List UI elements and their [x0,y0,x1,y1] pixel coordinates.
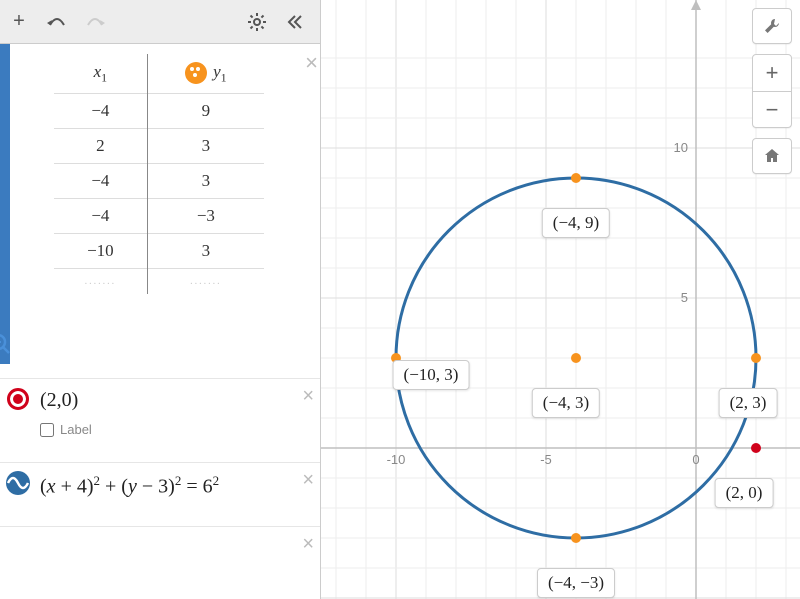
home-button[interactable] [752,138,792,174]
table-row[interactable]: −43 [54,164,264,199]
undo-button[interactable] [38,0,76,44]
cell-x[interactable]: −4 [54,199,147,234]
zoom-fit-button[interactable] [0,332,12,362]
cell-y[interactable]: 3 [147,129,264,164]
point-label[interactable]: (−10, 3) [393,360,470,390]
table-row-empty[interactable]: .............. [54,269,264,295]
gear-icon [247,12,267,32]
graph-settings-button[interactable] [752,8,792,44]
redo-button [76,0,114,44]
point-label[interactable]: (−4, 3) [532,388,600,418]
svg-text:10: 10 [674,140,688,155]
zoom-out-button[interactable]: − [753,91,791,127]
delete-equation-button[interactable]: × [302,469,314,492]
label-option[interactable]: Label [40,422,320,449]
point-label[interactable]: (2, 3) [719,388,778,418]
table-header-y[interactable]: y1 [147,54,264,94]
delete-point-button[interactable]: × [302,385,314,408]
svg-text:0: 0 [692,452,699,467]
table-row[interactable]: −103 [54,234,264,269]
collapse-panel-button[interactable] [276,0,314,44]
undo-icon [47,15,67,29]
graph-panel[interactable]: -10 -5 0 5 10 + − (−4, 9) (2, 3) (−4, 3) (−4, −… [320,0,800,599]
equation-expression[interactable]: × (x + 4)2 + (y − 3)2 = 62 [0,462,320,526]
zoom-group: + − [752,54,792,128]
graph-canvas[interactable]: -10 -5 0 5 10 [321,0,800,599]
point-label[interactable]: (−4, 9) [542,208,610,238]
cell-y[interactable]: 9 [147,94,264,129]
empty-expression[interactable]: × [0,526,320,576]
redo-icon [85,15,105,29]
label-checkbox[interactable] [40,423,54,437]
table-header-x[interactable]: x1 [54,54,147,94]
cell-y[interactable]: −3 [147,199,264,234]
table-expression[interactable]: × x1 y1 −4923−43−4−3−103.............. [32,46,312,294]
delete-table-button[interactable]: × [305,50,318,76]
delete-empty-button[interactable]: × [302,533,314,556]
point-expression[interactable]: × (2,0) Label [0,378,320,462]
point-color-icon[interactable] [4,385,32,413]
zoom-in-button[interactable]: + [753,55,791,91]
equation-icon[interactable] [4,469,32,497]
data-table[interactable]: x1 y1 −4923−43−4−3−103.............. [54,54,264,294]
equation-text[interactable]: (x + 4)2 + (y − 3)2 = 62 [40,463,320,509]
table-row[interactable]: 23 [54,129,264,164]
wrench-icon [763,17,781,35]
point-text[interactable]: (2,0) [40,379,320,422]
home-icon [763,147,781,165]
table-row[interactable]: −4−3 [54,199,264,234]
add-expression-button[interactable]: + [0,0,38,44]
table-row[interactable]: −49 [54,94,264,129]
wave-icon [5,470,31,496]
svg-text:5: 5 [681,290,688,305]
svg-text:-5: -5 [540,452,552,467]
cell-x[interactable]: −10 [54,234,147,269]
cell-x[interactable]: 2 [54,129,147,164]
cell-y[interactable]: 3 [147,234,264,269]
toolbar: + [0,0,320,44]
label-checkbox-text: Label [60,422,92,437]
cell-x[interactable]: −4 [54,94,147,129]
expression-panel: + × x1 y1 −4923−43−4−3−103.............. [0,0,320,599]
graph-controls: + − [752,8,792,174]
zoom-in-icon [0,332,12,356]
cell-x[interactable]: −4 [54,164,147,199]
active-indicator [0,44,10,364]
point-label[interactable]: (2, 0) [715,478,774,508]
point-label[interactable]: (−4, −3) [537,568,615,598]
cell-y[interactable]: 3 [147,164,264,199]
settings-button[interactable] [238,0,276,44]
svg-text:-10: -10 [387,452,406,467]
series-color-icon[interactable] [185,62,207,84]
chevrons-left-icon [285,12,305,32]
